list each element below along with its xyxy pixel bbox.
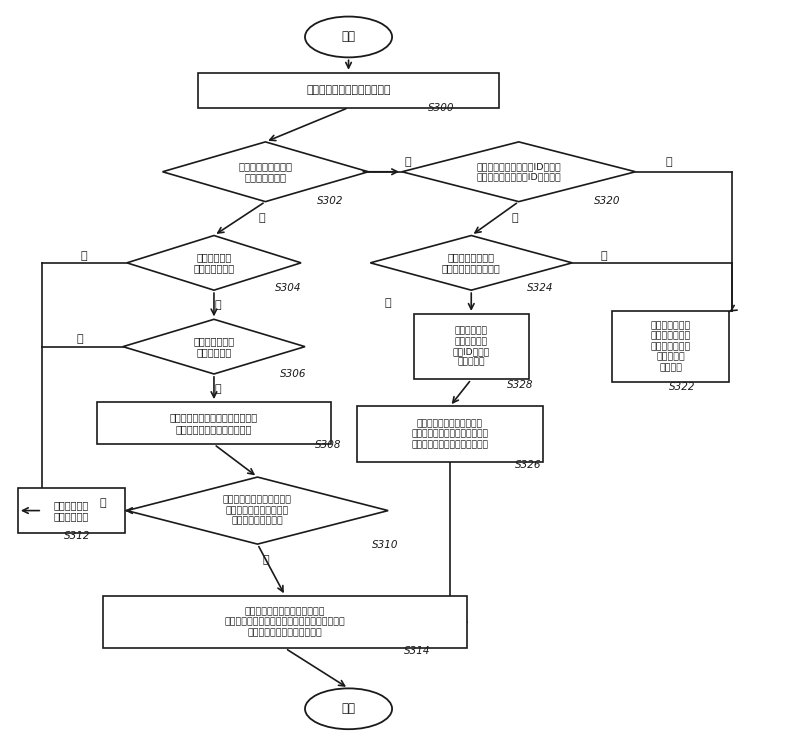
Text: 产生该协议报文的节点ID和产生
错误通告报文的节点ID是否相同: 产生该协议报文的节点ID和产生 错误通告报文的节点ID是否相同 [476,162,561,181]
Text: 否: 否 [511,213,518,223]
Text: S308: S308 [314,440,341,450]
Text: 否: 否 [214,383,222,394]
Text: 是: 是 [76,335,82,344]
Text: 该节点本身是否
处于过载状态: 该节点本身是否 处于过载状态 [194,336,234,357]
Polygon shape [370,236,572,290]
Text: S302: S302 [317,196,343,206]
Text: S310: S310 [372,539,398,550]
FancyBboxPatch shape [18,488,125,533]
Text: 是: 是 [385,298,391,308]
Polygon shape [123,319,305,374]
Text: 开始: 开始 [342,30,355,43]
Ellipse shape [305,688,392,729]
Text: 删除本地存储
的该协议报文: 删除本地存储 的该协议报文 [54,500,89,521]
Text: 检测该协议抨
文是否发生错误: 检测该协议抨 文是否发生错误 [194,252,234,273]
Text: 该协议报文为有效状态时，
生成携带错误源标识信息的错误
通告报文，发送给其他网络节点: 该协议报文为有效状态时， 生成携带错误源标识信息的错误 通告报文，发送给其他网络… [411,419,488,449]
Text: 在预先设置的时间内，是否
接收到其它网络节点删除
协议报文的反馈信息: 在预先设置的时间内，是否 接收到其它网络节点删除 协议报文的反馈信息 [223,496,292,525]
Text: 判断本节点是否为
产生该协议报文的节点: 判断本节点是否为 产生该协议报文的节点 [442,252,501,273]
Text: 否: 否 [262,555,269,565]
FancyBboxPatch shape [97,402,330,444]
Text: 否: 否 [258,213,265,223]
Text: 否: 否 [80,251,86,261]
Text: 记录下产生错
误通告报文的
节点ID，转发
给其它节点: 记录下产生错 误通告报文的 节点ID，转发 给其它节点 [453,326,490,367]
Text: S304: S304 [275,283,302,293]
Text: 删除本地存储的
协议报文，并将
错误通告报文、
转发给其他
网络节点: 删除本地存储的 协议报文，并将 错误通告报文、 转发给其他 网络节点 [650,321,691,372]
Ellipse shape [305,16,392,57]
Text: 是: 是 [214,300,222,310]
Text: 是: 是 [666,156,672,167]
FancyBboxPatch shape [198,73,499,108]
Text: S320: S320 [594,196,621,206]
Text: 是: 是 [100,498,106,509]
Text: 否: 否 [601,251,607,261]
Polygon shape [402,142,635,202]
Text: S324: S324 [526,283,553,293]
FancyBboxPatch shape [103,595,467,649]
Text: S326: S326 [514,460,542,469]
Text: 是: 是 [405,156,411,167]
Text: 生成携带错误源标识信息错误通告
报文，并发送给其他网络节点: 生成携带错误源标识信息错误通告 报文，并发送给其他网络节点 [170,412,258,434]
Text: S322: S322 [669,382,696,392]
FancyBboxPatch shape [612,311,730,383]
FancyBboxPatch shape [357,406,543,462]
Text: S328: S328 [507,380,534,390]
Text: S306: S306 [280,368,306,379]
Polygon shape [127,236,301,290]
Polygon shape [162,142,368,202]
Text: 结束: 结束 [342,702,355,716]
Text: 判断该协议报文是否
为错误通告报文: 判断该协议报文是否 为错误通告报文 [238,161,293,183]
Polygon shape [127,477,388,544]
Text: 在预先设置的时间内，则保留该
错误的协议报文；超过预先设置的时间，则删除
该协议报文，并进入过载状态: 在预先设置的时间内，则保留该 错误的协议报文；超过预先设置的时间，则删除 该协议… [225,607,346,637]
Text: S300: S300 [428,103,454,113]
FancyBboxPatch shape [414,314,529,380]
Text: S314: S314 [404,646,430,656]
Text: S312: S312 [64,531,91,541]
Text: 接收网络节点发送的协议报文: 接收网络节点发送的协议报文 [306,85,390,95]
